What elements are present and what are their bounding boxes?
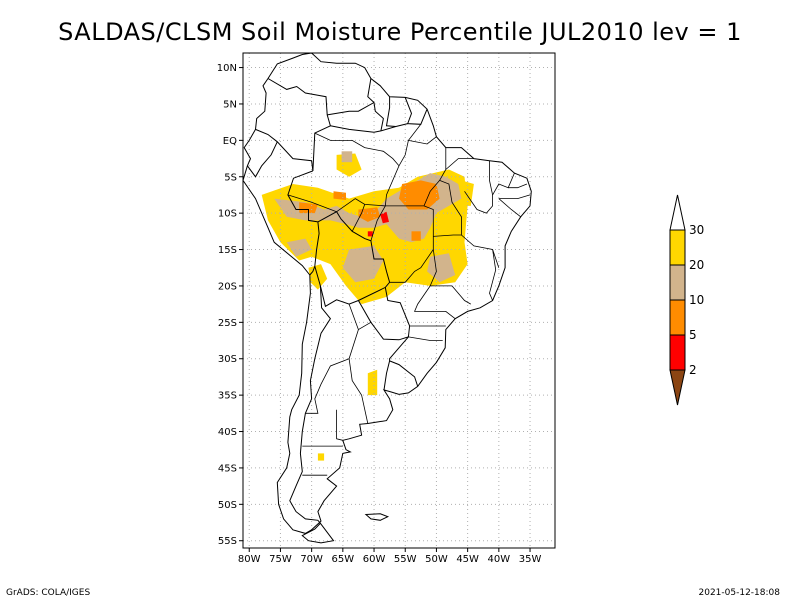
lat-tick-label: 5S <box>224 172 237 183</box>
state-border <box>336 409 343 441</box>
shaded-region-20pct <box>341 151 353 163</box>
shaded-region-10pct <box>333 191 346 200</box>
state-border <box>429 249 471 305</box>
falklands-outline <box>364 513 390 521</box>
lon-tick-label: 40W <box>488 554 511 565</box>
colorbar-label-5: 5 <box>689 328 697 342</box>
country-border <box>289 285 332 524</box>
lat-tick-label: 45S <box>218 463 237 474</box>
lon-tick-label: 50W <box>425 554 448 565</box>
colorbar-under-arrow <box>669 369 686 406</box>
plot-frame <box>242 52 556 549</box>
colorbar-segment-10 <box>669 299 686 336</box>
map-outlines <box>243 53 532 544</box>
colorbar-segment-20 <box>669 264 686 301</box>
state-border <box>314 132 400 213</box>
shaded-region-10pct <box>358 207 381 222</box>
shaded-region-10pct <box>411 231 421 241</box>
grads-credit: GrADS: COLA/IGES <box>6 588 91 598</box>
country-border <box>267 78 332 171</box>
longitude-axis: 80W 75W 70W 65W 60W 55W 50W 45W 40W 35W <box>238 548 542 565</box>
country-border <box>246 141 278 178</box>
country-border <box>389 336 419 387</box>
shaded-region-20pct <box>427 253 456 283</box>
coastline <box>243 53 532 534</box>
timestamp: 2021-05-12-18:08 <box>698 588 781 598</box>
country-border <box>314 211 391 308</box>
map-title: SALDAS/CLSM Soil Moisture Percentile JUL… <box>58 18 742 46</box>
country-border <box>383 360 391 391</box>
shaded-region-30pct <box>317 453 325 461</box>
state-border <box>413 285 456 320</box>
lat-tick-label: 35S <box>218 391 237 402</box>
state-border <box>492 172 515 196</box>
shaded-region-5pct <box>380 211 389 224</box>
lat-tick-label: 55S <box>218 536 237 547</box>
state-border <box>433 180 462 237</box>
state-border <box>489 249 497 301</box>
lat-tick-label: 40S <box>218 427 237 438</box>
shaded-region-5pct <box>367 231 373 237</box>
state-border <box>464 160 494 214</box>
lon-tick-label: 65W <box>332 554 355 565</box>
state-border <box>498 194 531 200</box>
lon-tick-label: 75W <box>269 554 292 565</box>
soil-moisture-shading <box>261 151 474 461</box>
colorbar-label-10: 10 <box>689 293 704 307</box>
country-border <box>367 78 384 131</box>
state-border <box>348 329 369 424</box>
lat-tick-label: 30S <box>218 354 237 365</box>
lat-lon-gridlines <box>243 53 555 548</box>
lat-tick-label: 25S <box>218 318 237 329</box>
lon-tick-label: 80W <box>238 554 261 565</box>
shaded-region-10pct <box>399 180 440 210</box>
colorbar: 30 20 10 5 2 <box>669 194 704 406</box>
country-border <box>385 96 396 127</box>
lat-tick-label: 50S <box>218 500 237 511</box>
state-border <box>461 234 500 268</box>
state-border <box>408 336 443 341</box>
tierra-del-fuego-outline <box>301 522 335 544</box>
country-border <box>330 123 408 133</box>
lat-tick-label: 5N <box>223 99 237 110</box>
colorbar-label-2: 2 <box>689 363 697 377</box>
lat-tick-label: 10N <box>217 63 237 74</box>
shaded-region-10pct <box>299 202 318 214</box>
state-border <box>398 124 422 166</box>
lat-tick-label: EQ <box>223 136 237 147</box>
shaded-region-20pct <box>286 238 312 257</box>
country-border <box>327 102 375 116</box>
state-border <box>305 358 350 414</box>
lon-tick-label: 60W <box>363 554 386 565</box>
lon-tick-label: 45W <box>456 554 479 565</box>
lon-tick-label: 35W <box>519 554 542 565</box>
shaded-region-30pct <box>367 369 378 396</box>
colorbar-label-30: 30 <box>689 223 704 237</box>
colorbar-over-arrow <box>669 194 686 231</box>
latitude-axis: 10N 5N EQ 5S 10S 15S 20S 25S 30S 35S 40S 45S 50S 55S <box>217 63 243 547</box>
state-border <box>408 136 437 145</box>
country-border <box>287 170 318 223</box>
state-border <box>445 158 474 170</box>
state-border <box>287 194 337 213</box>
colorbar-segment-30 <box>669 229 686 266</box>
lon-tick-label: 70W <box>300 554 323 565</box>
lon-tick-label: 55W <box>394 554 417 565</box>
country-border <box>255 128 314 171</box>
state-border <box>370 205 434 283</box>
colorbar-label-20: 20 <box>689 258 704 272</box>
state-border <box>508 183 528 189</box>
lat-tick-label: 20S <box>218 281 237 292</box>
lat-tick-label: 10S <box>218 209 237 220</box>
country-border <box>357 287 411 341</box>
country-border <box>404 97 428 125</box>
colorbar-segment-5 <box>669 334 686 371</box>
state-border <box>498 198 521 218</box>
country-border <box>309 221 320 276</box>
state-border <box>351 204 366 232</box>
lat-tick-label: 15S <box>218 245 237 256</box>
